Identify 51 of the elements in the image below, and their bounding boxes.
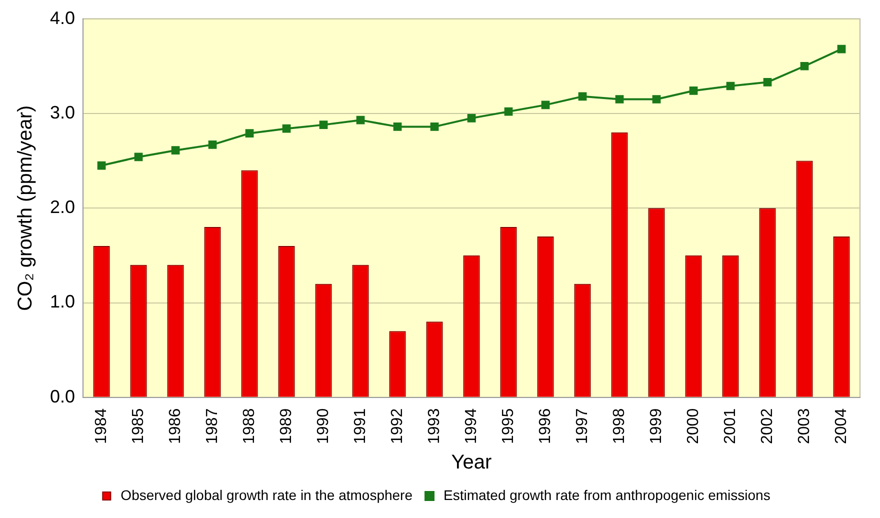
y-axis-title: CO₂ growth (ppm/year)	[14, 105, 37, 311]
y-tick-label: 4.0	[50, 8, 76, 28]
x-tick-label: 2004	[832, 408, 850, 444]
x-tick-label: 1989	[278, 408, 295, 444]
x-tick-label: 2002	[758, 408, 776, 444]
x-tick-label: 1997	[574, 408, 591, 444]
x-tick-label: 1998	[610, 408, 628, 444]
point	[837, 44, 846, 54]
y-tick-label: 3.0	[50, 102, 76, 122]
x-tick-label: 1987	[204, 408, 221, 444]
point	[134, 152, 143, 162]
point	[393, 122, 402, 131]
x-tick-label: 1990	[314, 408, 332, 444]
point	[319, 120, 328, 129]
point	[504, 107, 513, 116]
x-axis-title: Year	[451, 452, 492, 474]
point	[689, 86, 698, 95]
x-tick-label: 2003	[796, 408, 813, 444]
point	[615, 95, 624, 104]
point	[763, 78, 772, 86]
x-tick-label: 1992	[388, 408, 406, 444]
x-tick-label: 1995	[500, 408, 517, 444]
point	[356, 116, 365, 124]
x-tick-label: 1993	[426, 408, 443, 444]
point	[97, 161, 106, 170]
point	[800, 62, 809, 70]
point	[208, 140, 217, 149]
y-tick-label: 0.0	[50, 386, 76, 406]
x-tick-label: 1996	[536, 408, 554, 444]
x-tick-label: 1999	[648, 408, 665, 444]
point	[726, 82, 735, 90]
point	[578, 92, 587, 101]
legend-label: Observed global growth rate in the atmosphere	[120, 486, 413, 503]
x-tick-label: 1985	[130, 408, 147, 444]
point	[245, 129, 254, 138]
point	[282, 124, 291, 133]
point	[541, 100, 550, 110]
x-tick-label: 1991	[352, 408, 369, 444]
point	[171, 146, 180, 155]
point	[467, 114, 476, 122]
x-tick-label: 2000	[684, 408, 702, 444]
x-tick-label: 1984	[92, 408, 110, 444]
legend-label: Estimated growth rate from anthropogenic emissions	[444, 486, 770, 503]
x-tick-label: 1994	[462, 408, 480, 444]
y-tick-label: 1.0	[50, 292, 76, 312]
point	[652, 95, 661, 104]
x-tick-label: 1988	[240, 408, 258, 444]
y-tick-label: 2.0	[50, 197, 76, 218]
x-tick-label: 2001	[722, 408, 739, 444]
x-tick-label: 1986	[166, 408, 184, 444]
point	[430, 122, 439, 131]
